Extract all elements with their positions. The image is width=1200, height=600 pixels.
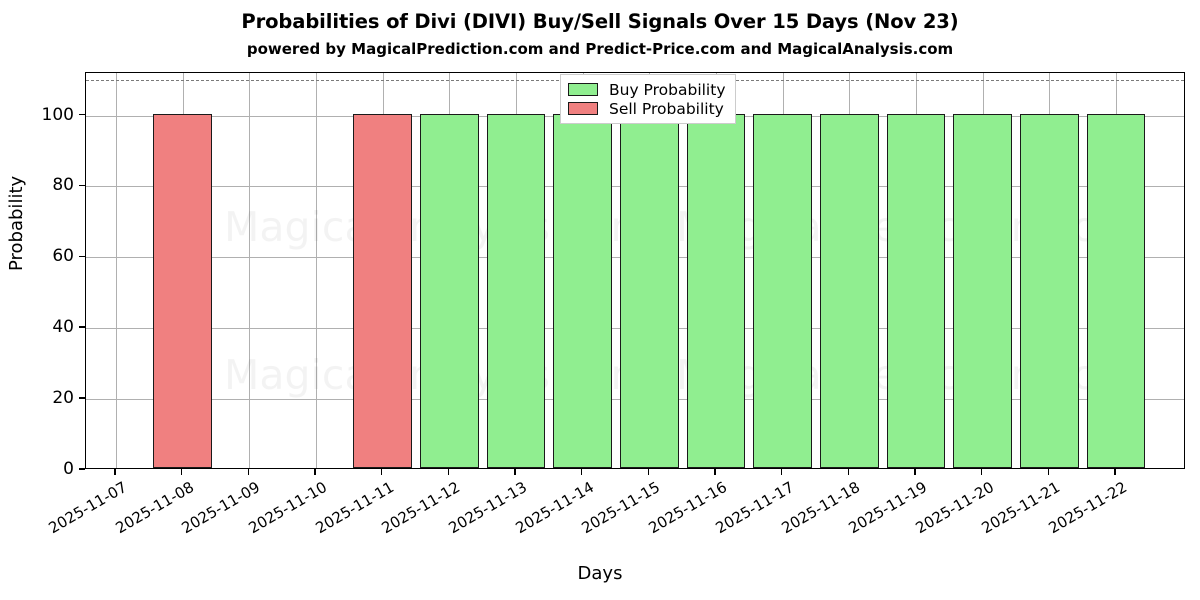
y-tick-label: 60 [52, 246, 74, 267]
y-tick-label: 20 [52, 388, 74, 409]
y-tick-label: 100 [41, 104, 74, 125]
bar-buy-2025-11-13 [486, 113, 546, 468]
chart-title: Probabilities of Divi (DIVI) Buy/Sell Si… [241, 10, 959, 33]
x-axis-title: Days [577, 563, 623, 584]
x-tick-mark [714, 469, 716, 475]
gridline-vertical [116, 73, 117, 468]
legend-swatch-buy [568, 83, 598, 96]
x-tick-mark [647, 469, 650, 475]
x-tick-mark [847, 469, 850, 475]
x-tick-mark [180, 469, 183, 475]
y-tick-label: 40 [52, 317, 74, 338]
legend-item-buy[interactable]: Buy Probability [568, 80, 726, 99]
x-tick-mark [447, 469, 450, 475]
y-tick-mark [79, 326, 85, 328]
x-tick-mark [1047, 469, 1050, 475]
bar-buy-2025-11-16 [686, 113, 746, 468]
y-tick-mark [79, 255, 85, 258]
x-tick-mark [314, 469, 316, 475]
x-tick-mark [114, 469, 116, 475]
y-tick-mark [79, 397, 85, 399]
y-axis-title: Probability [6, 175, 27, 271]
bar-buy-2025-11-17 [753, 113, 812, 468]
x-tick-mark [247, 469, 250, 475]
x-tick-mark [914, 469, 916, 475]
gridline-vertical [249, 73, 251, 468]
y-tick-label: 80 [52, 175, 74, 196]
x-tick-mark [980, 469, 983, 475]
legend-swatch-sell [568, 102, 598, 115]
bar-buy-2025-11-14 [553, 113, 612, 468]
y-tick-mark [79, 468, 85, 470]
y-tick-mark [79, 184, 85, 187]
bar-buy-2025-11-22 [1086, 113, 1146, 468]
x-tick-mark [580, 469, 583, 475]
legend-label-buy: Buy Probability [609, 80, 726, 99]
bar-sell-2025-11-11 [353, 113, 412, 468]
plot-inner: MagicalAnalysis.comMagicalPrediction.com… [86, 73, 1184, 468]
plot-area: MagicalAnalysis.comMagicalPrediction.com… [85, 72, 1185, 469]
x-tick-mark [514, 469, 516, 475]
bar-sell-2025-11-08 [153, 113, 212, 468]
bar-buy-2025-11-21 [1020, 113, 1079, 468]
bar-buy-2025-11-19 [886, 113, 946, 468]
x-tick-mark [1114, 469, 1116, 475]
chart-subtitle: powered by MagicalPrediction.com and Pre… [246, 40, 954, 58]
legend-item-sell[interactable]: Sell Probability [568, 99, 726, 118]
bar-buy-2025-11-18 [820, 113, 879, 468]
bar-buy-2025-11-20 [953, 113, 1012, 468]
chart-legend[interactable]: Buy Probability Sell Probability [560, 74, 736, 124]
x-tick-mark [380, 469, 383, 475]
bar-buy-2025-11-15 [620, 113, 679, 468]
y-tick-label: 0 [63, 459, 74, 479]
x-tick-mark [780, 469, 783, 475]
bar-buy-2025-11-12 [420, 113, 479, 468]
legend-label-sell: Sell Probability [609, 99, 724, 118]
y-tick-mark [79, 113, 85, 116]
gridline-vertical [316, 73, 317, 468]
